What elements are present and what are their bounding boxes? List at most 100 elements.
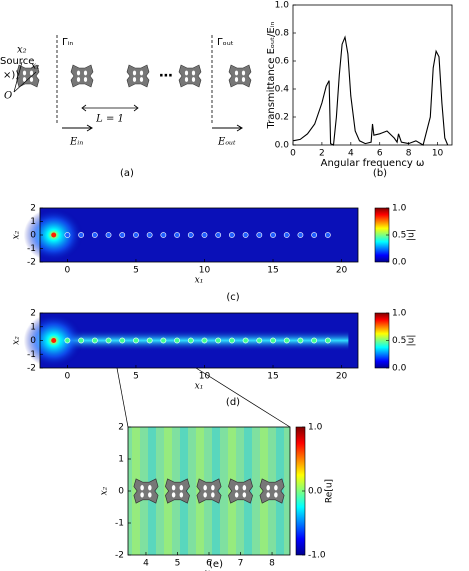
y-tick-label: -2 (27, 258, 36, 268)
e-out-label: Eₒᵤₜ (217, 137, 236, 148)
colorbar-tick-label: 0.5 (392, 231, 406, 241)
scatterer (283, 337, 290, 344)
x-tick-label: 5 (133, 266, 139, 276)
colorbar-tick-label: 0.0 (392, 364, 407, 374)
scatterer (256, 232, 263, 238)
x-tick-label: 0 (290, 149, 296, 159)
plot-frame (39, 312, 359, 369)
period-label: L = 1 (95, 114, 124, 125)
scatterer (133, 337, 139, 344)
scatterer (164, 478, 191, 504)
scatterer (174, 337, 180, 344)
colorbar-tick-label: 0.0 (308, 487, 323, 497)
y-tick-label: 0.8 (275, 29, 290, 39)
x1-label: x₁ (31, 62, 40, 72)
data-line (292, 35, 449, 146)
panel-label: (b) (373, 168, 387, 179)
scatterer (215, 232, 222, 238)
scatterer (133, 232, 139, 238)
arrow-head (133, 104, 139, 112)
arrow-head (236, 124, 243, 132)
x-tick-label: 15 (267, 372, 278, 382)
plot-frame (292, 4, 453, 146)
gamma-in: Γᵢₙ (62, 37, 73, 48)
x-tick-label: 7 (238, 559, 244, 569)
scatterer (228, 64, 252, 88)
x-tick-label: 15 (267, 266, 278, 276)
scatterer (196, 478, 222, 504)
y-tick-label: -1 (115, 519, 124, 529)
source-label: Source (0, 56, 34, 67)
y-tick-label: -2 (27, 364, 36, 374)
colorbar-tick-label: 1.0 (392, 309, 407, 319)
panel-label: (a) (120, 168, 134, 179)
panel-label: (c) (226, 292, 239, 303)
origin-label: O (4, 91, 12, 102)
scatterer (160, 232, 167, 238)
panel-label: (e) (209, 559, 223, 570)
scatterer (297, 337, 304, 344)
y-tick-label: 0 (30, 336, 36, 346)
scatterer (227, 478, 254, 504)
scatterer (270, 337, 276, 344)
y-tick-label: 1 (30, 217, 36, 227)
scatterer (270, 232, 276, 238)
colorbar-tick-label: -1.0 (308, 551, 326, 561)
x-tick-label: 20 (336, 372, 348, 382)
colorbar-label: Re[u] (325, 479, 335, 503)
scatterer (242, 232, 249, 238)
scatterer (201, 232, 208, 238)
x-tick-label: 10 (432, 149, 444, 159)
field-source-dot (51, 338, 57, 343)
x-axis-label: x₁ (195, 382, 204, 392)
colorbar-tick-label: 0.0 (392, 258, 407, 268)
x-tick-label: 6 (206, 559, 212, 569)
scatterer (126, 64, 150, 88)
y-tick-label: 0 (118, 487, 124, 497)
x-tick-label: 5 (175, 559, 181, 569)
x-tick-label: 0 (65, 372, 71, 382)
y-tick-label: 2 (30, 309, 36, 319)
scatterer (160, 337, 167, 344)
x-axis-label: x₁ (195, 276, 204, 286)
scatterer (228, 337, 235, 344)
y-tick-label: 1.0 (275, 1, 290, 11)
scatterer (174, 232, 180, 238)
scatterer (311, 337, 318, 344)
scatterer (187, 337, 194, 344)
diagram: Source ×)) x₂ x₁ O Γᵢₙ Γₒᵤₜ L = 1 Eᵢₙ Eₒ… (0, 35, 252, 179)
scatterer (228, 232, 235, 238)
y-tick-label: 1 (118, 455, 124, 465)
colorbar-tick-label: 1.0 (392, 204, 407, 214)
scatterer (78, 232, 85, 238)
scatterer (64, 337, 71, 344)
x-tick-label: 8 (269, 559, 275, 569)
y-tick-label: -2 (115, 551, 124, 561)
x-axis-label: x₁ (205, 569, 214, 571)
scatterer (324, 337, 331, 344)
scatterer (215, 337, 222, 344)
panel-label: (d) (226, 397, 240, 408)
y-tick-label: 2 (118, 423, 124, 433)
arrow-head (86, 124, 93, 132)
x-tick-label: 0 (65, 266, 71, 276)
x-tick-label: 5 (133, 372, 139, 382)
gamma-out: Γₒᵤₜ (217, 37, 234, 48)
ellipsis: ⋯ (159, 68, 173, 84)
scatterer (297, 232, 304, 238)
scatterer (283, 232, 290, 238)
scatterer (105, 232, 112, 238)
scatterer (259, 478, 285, 504)
zoom-line (195, 367, 291, 428)
source-symbol: ×)) (3, 70, 19, 81)
colorbar-label: |u| (407, 335, 417, 347)
scatterer (187, 232, 194, 238)
axis-x1 (13, 71, 37, 93)
scatterer (324, 232, 331, 238)
scatterer (311, 232, 318, 238)
y-axis-label: x₂ (100, 486, 110, 495)
y-tick-label: 0.0 (275, 141, 290, 151)
e-in-label: Eᵢₙ (69, 137, 83, 148)
y-axis-label: Transmittance Eₒᵤₜ/Eᵢₙ (266, 21, 277, 129)
